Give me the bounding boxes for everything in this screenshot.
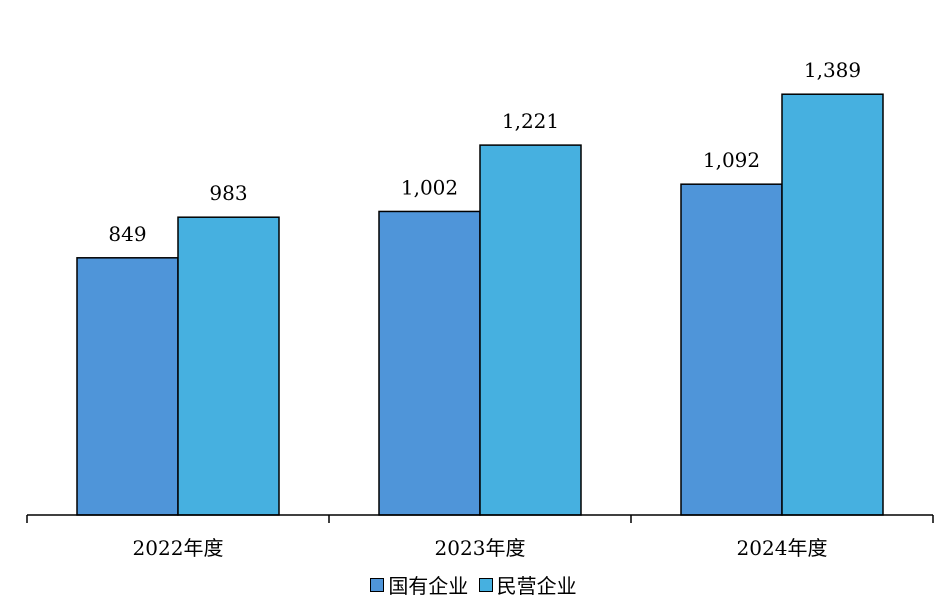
data-label-2022年度-series-2: 983 [209,181,247,205]
data-label-2022年度-series-1: 849 [108,222,146,246]
bars-group [76,93,884,516]
bar-2022年度-series-2 [177,216,280,516]
x-tick-label-2023年度: 2023年度 [435,536,526,560]
data-label-2024年度-series-1: 1,092 [703,148,760,172]
data-labels-group: 849 983 1,002 1,221 1,092 1,389 [108,58,861,246]
data-label-2024年度-series-2: 1,389 [804,58,861,82]
legend-label-series-2: 民营企业 [496,574,577,598]
legend-item-series-1: 国有企业 [370,570,468,599]
data-label-2023年度-series-1: 1,002 [401,175,458,199]
bar-2023年度-series-1 [378,210,481,516]
legend-swatch-series-1 [370,577,385,592]
bar-2024年度-series-1 [680,183,783,516]
legend: 国有企业 民营企业 [0,570,947,599]
legend-label-series-1: 国有企业 [388,574,469,598]
x-axis-ticks [26,515,934,523]
legend-item-series-2: 民营企业 [478,570,577,599]
legend-swatch-series-2 [478,577,493,592]
x-tick-label-2022年度: 2022年度 [133,536,224,560]
data-label-2023年度-series-2: 1,221 [502,109,559,133]
bar-2022年度-series-1 [76,257,179,516]
x-tick-label-2024年度: 2024年度 [737,536,828,560]
bar-2024年度-series-2 [781,93,884,516]
x-axis-tick-labels: 2022年度 2023年度 2024年度 [133,536,828,560]
bar-2023年度-series-2 [479,144,582,516]
